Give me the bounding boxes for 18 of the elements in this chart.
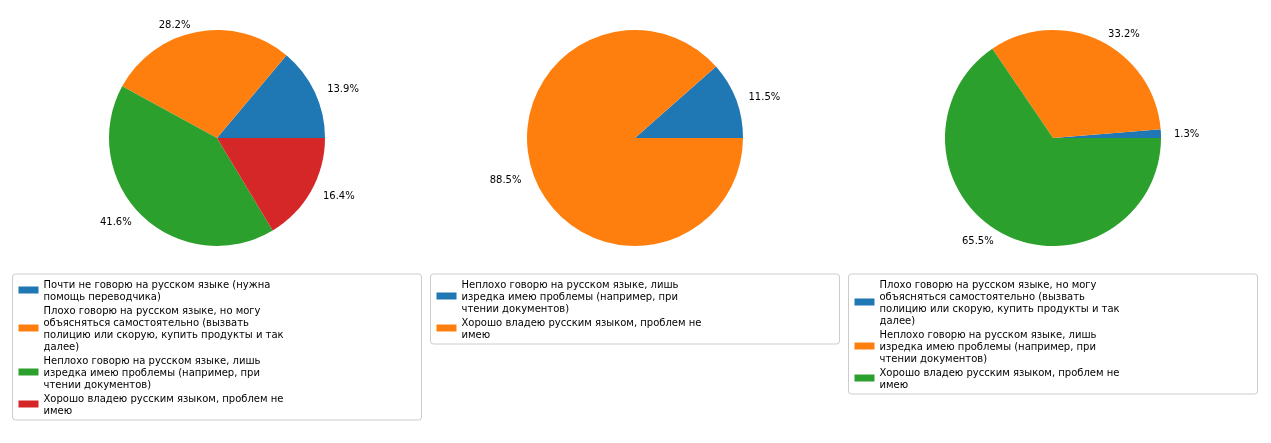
data-label: 41.6% (99, 216, 132, 228)
data-label: 88.5% (489, 173, 522, 185)
data-label: 16.4% (322, 189, 355, 201)
data-label: 28.2% (158, 18, 191, 30)
data-label: 1.3% (1173, 127, 1200, 139)
data-label: 11.5% (748, 91, 781, 103)
legend-label: Почти не говорю на русском языке (нужна помощь переводчика) (43, 278, 274, 302)
data-label: 13.9% (327, 83, 359, 95)
legend-label: Хорошо владею русским языком, проблем не имею (461, 316, 705, 340)
legend-label: Плохо говорю на русском языке, но могу объясняться самостоятельно (вызвать полицию или скорую, купить продукты и так далее) (879, 278, 1123, 326)
legend-label: Плохо говорю на русском языке, но могу объясняться самостоятельно (вызвать полицию или скорую, купить продукты и так далее) (43, 304, 287, 352)
legend-label: Хорошо владею русским языком, проблем не имею (43, 392, 287, 416)
legend-label: Неплохо говорю на русском языке, лишь изредка имею проблемы (например, при чтении документов) (43, 354, 264, 390)
legend-label: Неплохо говорю на русском языке, лишь изредка имею проблемы (например, при чтении документов) (879, 328, 1100, 364)
data-label: 65.5% (961, 235, 994, 247)
data-label: 33.2% (1108, 27, 1140, 39)
legend-label: Хорошо владею русским языком, проблем не имею (879, 366, 1123, 390)
legend-label: Неплохо говорю на русском языке, лишь изредка имею проблемы (например, при чтении документов) (461, 278, 682, 314)
